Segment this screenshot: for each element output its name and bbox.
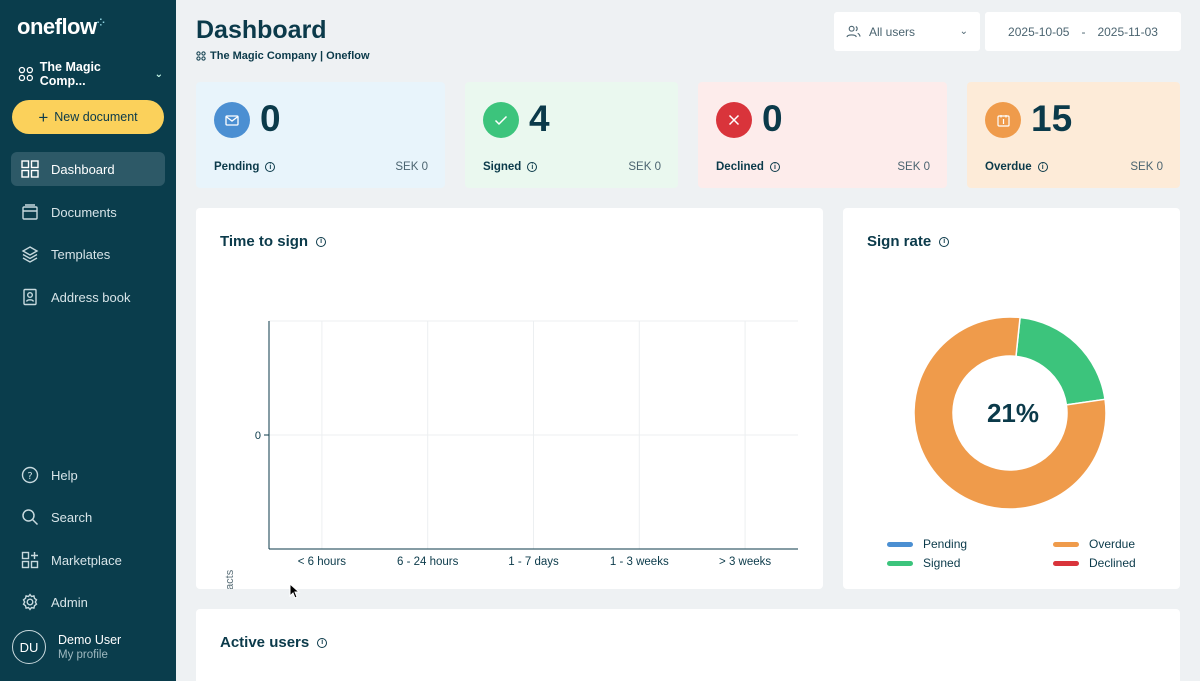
check-icon bbox=[483, 102, 519, 138]
envelope-icon bbox=[214, 102, 250, 138]
panel-title: Time to sign bbox=[220, 233, 309, 250]
date-range-picker[interactable]: 2025-10-05 - 2025-11-03 bbox=[985, 12, 1181, 51]
stat-label: Overdue bbox=[985, 161, 1032, 173]
date-from: 2025-10-05 bbox=[1008, 24, 1070, 39]
sidebar-item-admin[interactable]: Admin bbox=[11, 585, 165, 619]
stat-amount: SEK 0 bbox=[1130, 161, 1163, 173]
breadcrumb: The Magic Company | Oneflow bbox=[196, 50, 370, 62]
stat-card-declined[interactable]: 0 Declined i SEK 0 bbox=[698, 82, 947, 188]
gear-icon bbox=[22, 593, 38, 611]
stat-card-signed[interactable]: 4 Signed i SEK 0 bbox=[465, 82, 678, 188]
users-filter-select[interactable]: All users ⌄ bbox=[834, 12, 980, 51]
address-book-icon bbox=[23, 288, 37, 306]
x-tick-label: 6 - 24 hours bbox=[397, 556, 459, 568]
donut-slice-overdue[interactable] bbox=[913, 316, 1107, 510]
search-icon bbox=[22, 509, 39, 526]
legend-item-signed[interactable]: Signed bbox=[887, 556, 960, 570]
sign-rate-donut-chart: 21% bbox=[913, 316, 1107, 510]
stat-label: Signed bbox=[483, 161, 522, 173]
sidebar-item-marketplace[interactable]: Marketplace bbox=[11, 543, 165, 577]
calendar-icon bbox=[985, 102, 1021, 138]
sign-rate-panel: Sign rate i 21% Pending Signed Overdue De… bbox=[843, 208, 1180, 589]
avatar: DU bbox=[12, 630, 46, 664]
stat-amount: SEK 0 bbox=[897, 161, 930, 173]
new-document-button[interactable]: + New document bbox=[12, 100, 164, 134]
sidebar-item-documents[interactable]: Documents bbox=[11, 195, 165, 229]
sidebar-item-templates[interactable]: Templates bbox=[11, 237, 165, 271]
chevron-down-icon: ⌄ bbox=[154, 68, 163, 80]
sidebar-item-dashboard[interactable]: Dashboard bbox=[11, 152, 165, 186]
legend-swatch bbox=[1053, 541, 1079, 547]
documents-icon bbox=[22, 204, 38, 220]
panel-title: Active users bbox=[220, 634, 310, 651]
time-to-sign-chart: # of Contracts 0 < 6 hours 6 - 24 hours 1 -… bbox=[224, 320, 798, 589]
panel-title: Sign rate bbox=[867, 233, 932, 250]
y-tick-label: 0 bbox=[255, 430, 261, 442]
legend-swatch bbox=[1053, 560, 1079, 566]
stat-label: Declined bbox=[716, 161, 764, 173]
legend-item-pending[interactable]: Pending bbox=[887, 537, 967, 551]
close-icon bbox=[716, 102, 752, 138]
users-icon bbox=[846, 25, 861, 38]
legend-swatch bbox=[887, 560, 913, 566]
company-icon bbox=[18, 66, 34, 82]
stat-label: Pending bbox=[214, 161, 260, 173]
layers-icon bbox=[21, 246, 39, 263]
company-switcher[interactable]: The Magic Comp... ⌄ bbox=[18, 60, 163, 88]
stat-value: 0 bbox=[260, 98, 281, 139]
legend-item-declined[interactable]: Declined bbox=[1053, 556, 1136, 570]
time-to-sign-panel: Time to sign i # of Contracts 0 < 6 hours 6… bbox=[196, 208, 823, 589]
mouse-cursor-icon bbox=[289, 583, 301, 599]
info-icon[interactable]: i bbox=[769, 162, 780, 172]
stat-value: 15 bbox=[1031, 98, 1073, 139]
my-profile-link[interactable]: My profile bbox=[58, 649, 108, 661]
user-profile[interactable]: DU Demo User My profile bbox=[12, 630, 121, 664]
stat-value: 4 bbox=[529, 98, 550, 139]
stat-value: 0 bbox=[762, 98, 783, 139]
legend-swatch bbox=[887, 541, 913, 547]
info-icon[interactable]: i bbox=[316, 236, 327, 247]
svg-text:?: ? bbox=[27, 471, 32, 482]
y-axis-label: # of Contracts bbox=[224, 569, 236, 589]
page-title: Dashboard bbox=[196, 16, 327, 44]
marketplace-icon bbox=[21, 551, 39, 569]
plus-icon: + bbox=[38, 107, 49, 127]
x-tick-label: 1 - 7 days bbox=[508, 556, 559, 568]
oneflow-logo[interactable]: oneflow⁘ bbox=[17, 14, 105, 39]
x-tick-label: < 6 hours bbox=[298, 556, 347, 568]
help-icon: ? bbox=[21, 466, 39, 484]
sign-rate-center-value: 21% bbox=[987, 398, 1039, 428]
chevron-down-icon: ⌄ bbox=[959, 26, 968, 37]
info-icon[interactable]: i bbox=[1037, 162, 1048, 172]
stat-card-pending[interactable]: 0 Pending i SEK 0 bbox=[196, 82, 445, 188]
user-name: Demo User bbox=[58, 633, 122, 647]
x-tick-label: > 3 weeks bbox=[719, 556, 771, 568]
company-name: The Magic Comp... bbox=[39, 60, 101, 88]
grid-icon bbox=[21, 160, 39, 178]
date-to: 2025-11-03 bbox=[1097, 24, 1158, 39]
x-tick-label: 1 - 3 weeks bbox=[610, 556, 669, 568]
stat-amount: SEK 0 bbox=[628, 161, 661, 173]
legend-item-overdue[interactable]: Overdue bbox=[1053, 537, 1135, 551]
info-icon[interactable]: i bbox=[939, 236, 950, 247]
active-users-panel: Active users i bbox=[196, 609, 1180, 681]
sidebar-item-help[interactable]: ? Help bbox=[11, 458, 165, 492]
info-icon[interactable]: i bbox=[317, 637, 328, 648]
info-icon[interactable]: i bbox=[265, 162, 276, 172]
donut-slice-signed[interactable] bbox=[1015, 316, 1106, 406]
stat-card-overdue[interactable]: 15 Overdue i SEK 0 bbox=[967, 82, 1180, 188]
sidebar: oneflow⁘ The Magic Comp... ⌄ + New docum… bbox=[0, 0, 176, 681]
stat-amount: SEK 0 bbox=[395, 161, 428, 173]
sidebar-item-search[interactable]: Search bbox=[11, 500, 165, 534]
info-icon[interactable]: i bbox=[527, 162, 538, 172]
sidebar-item-address-book[interactable]: Address book bbox=[11, 280, 165, 314]
company-icon bbox=[196, 51, 206, 61]
